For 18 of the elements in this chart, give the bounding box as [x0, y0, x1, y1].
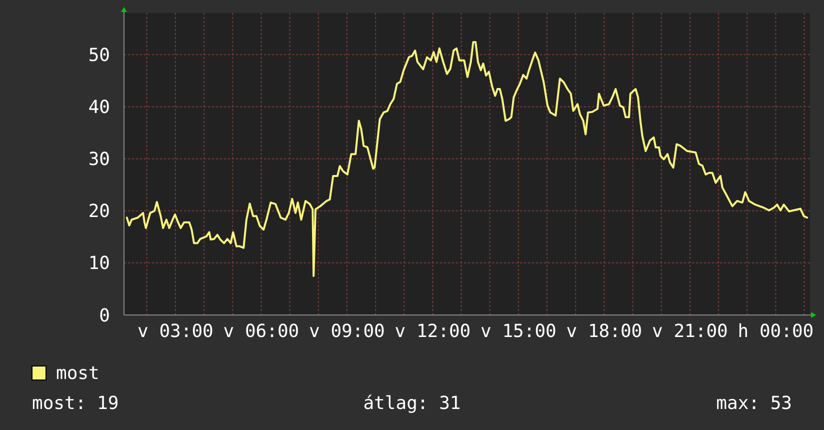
- y-tick-label: 20: [88, 201, 110, 222]
- text: max: 53: [716, 393, 792, 414]
- x-tick-label: v 03:00: [138, 321, 214, 342]
- text: most: 19: [32, 393, 119, 414]
- x-tick-label: v 09:00: [309, 321, 385, 342]
- legend-label: most: [56, 363, 100, 384]
- text: átlag: 31: [363, 393, 461, 414]
- y-tick-label: 30: [88, 149, 110, 170]
- x-tick-label: v 12:00: [394, 321, 471, 342]
- y-tick-label: 10: [88, 253, 110, 274]
- x-tick-label: v 06:00: [223, 321, 300, 342]
- x-tick-label: v 18:00: [566, 321, 642, 342]
- y-tick-label: 50: [88, 44, 110, 66]
- y-tick-label: 40: [88, 97, 110, 118]
- y-tick-label: 0: [99, 305, 110, 326]
- x-tick-label: h 00:00: [738, 321, 814, 342]
- x-tick-label: v 21:00: [652, 321, 728, 342]
- x-tick-label: v 15:00: [480, 321, 556, 342]
